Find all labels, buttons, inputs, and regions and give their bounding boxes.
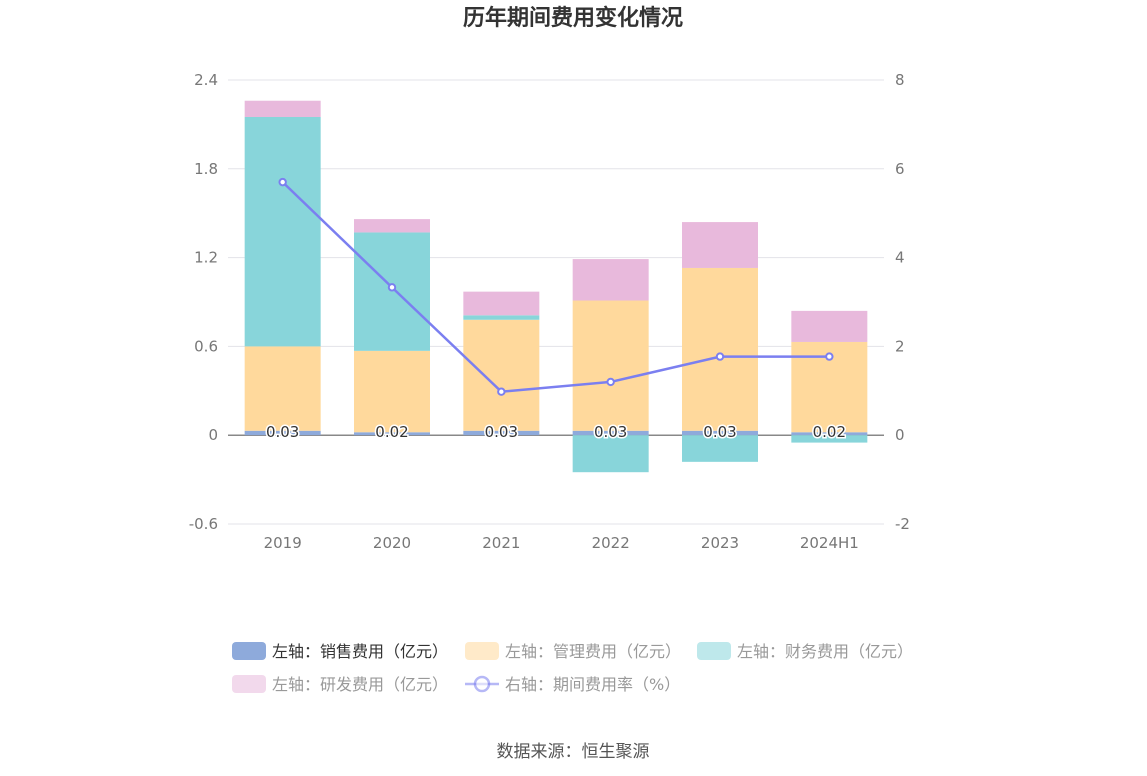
left-tick-label: 0.6 xyxy=(194,337,218,355)
legend[interactable]: 左轴：销售费用（亿元） 左轴：管理费用（亿元） 左轴：财务费用（亿元） 左轴：研发费用… xyxy=(232,642,913,694)
sales-data-label: 0.02 xyxy=(375,423,408,441)
sales-data-label: 0.02 xyxy=(813,423,846,441)
bar-segment-series-3[interactable] xyxy=(682,222,758,268)
bars xyxy=(244,100,868,473)
legend-item-series-2[interactable]: 左轴：财务费用（亿元） xyxy=(697,642,913,661)
legend-item-series-3[interactable]: 左轴：研发费用（亿元） xyxy=(232,675,448,694)
bar-segment-series-0[interactable] xyxy=(354,432,430,436)
legend-label: 左轴：管理费用（亿元） xyxy=(505,642,681,661)
chart-title: 历年期间费用变化情况 xyxy=(463,5,683,31)
bar-segment-series-1[interactable] xyxy=(463,319,540,431)
bar-segment-series-1[interactable] xyxy=(354,350,430,433)
left-tick-label: -0.6 xyxy=(189,515,218,533)
right-tick-label: 0 xyxy=(895,426,905,444)
sales-data-label: 0.03 xyxy=(485,423,518,441)
rate-line xyxy=(278,177,834,396)
category-label: 2024H1 xyxy=(800,534,859,552)
left-tick-label: 0 xyxy=(208,426,218,444)
legend-item-series-1[interactable]: 左轴：管理费用（亿元） xyxy=(465,642,681,661)
category-label: 2019 xyxy=(264,534,302,552)
bar-segment-series-0[interactable] xyxy=(791,432,868,436)
bar-segment-series-3[interactable] xyxy=(244,100,321,117)
rate-point[interactable] xyxy=(825,352,834,361)
left-tick-label: 2.4 xyxy=(194,71,218,89)
bar-segment-series-3[interactable] xyxy=(463,291,540,316)
right-tick-label: 2 xyxy=(895,337,905,355)
rate-point[interactable] xyxy=(387,283,397,292)
rate-point[interactable] xyxy=(606,377,615,387)
legend-swatch xyxy=(697,642,731,660)
right-tick-label: 6 xyxy=(895,160,905,178)
data-labels: 0.03 0.02 0.03 0.03 0.03 0.02 xyxy=(264,422,847,443)
legend-label: 左轴：研发费用（亿元） xyxy=(272,675,448,694)
legend-item-series-0[interactable]: 左轴：销售费用（亿元） xyxy=(232,642,448,661)
bar-segment-series-1[interactable] xyxy=(682,267,758,431)
rate-point[interactable] xyxy=(715,352,725,361)
bar-segment-series-1[interactable] xyxy=(572,300,649,431)
bar-segment-series-2[interactable] xyxy=(682,435,758,462)
legend-label: 左轴：财务费用（亿元） xyxy=(737,642,913,661)
bar-segment-series-2[interactable] xyxy=(791,435,868,443)
legend-swatch xyxy=(232,675,266,693)
bar-segment-series-0[interactable] xyxy=(244,430,321,436)
bar-segment-series-2[interactable] xyxy=(354,232,430,351)
legend-label: 右轴：期间费用率（%） xyxy=(505,675,680,694)
bar-segment-series-2[interactable] xyxy=(244,117,321,347)
right-tick-label: 8 xyxy=(895,71,905,89)
sales-data-label: 0.03 xyxy=(594,423,627,441)
bar-segment-series-3[interactable] xyxy=(791,310,868,342)
legend-item-series-4[interactable]: 右轴：期间费用率（%） xyxy=(465,675,680,694)
rate-line-path xyxy=(281,181,830,393)
source-note: 数据来源：恒生聚源 xyxy=(497,742,650,762)
rate-point[interactable] xyxy=(497,387,506,396)
legend-swatch xyxy=(465,642,499,660)
sales-data-label: 0.03 xyxy=(266,423,299,441)
bar-segment-series-3[interactable] xyxy=(354,219,430,233)
right-tick-label: -2 xyxy=(895,515,910,533)
bar-segment-series-0[interactable] xyxy=(463,430,540,436)
category-label: 2023 xyxy=(701,534,739,552)
legend-marker xyxy=(473,675,491,693)
legend-swatch xyxy=(232,642,266,660)
category-label: 2020 xyxy=(373,534,411,552)
left-tick-label: 1.8 xyxy=(194,160,218,178)
legend-label: 左轴：销售费用（亿元） xyxy=(272,642,448,661)
category-label: 2022 xyxy=(592,534,630,552)
axis-labels: -0.6 0 0.6 1.2 1.8 2.4 -2 0 2 4 6 8 2019 2020 2021 2022… xyxy=(189,71,910,552)
grid xyxy=(228,79,884,525)
bar-segment-series-1[interactable] xyxy=(244,346,321,431)
rate-point[interactable] xyxy=(278,177,287,187)
bar-segment-series-0[interactable] xyxy=(572,430,649,436)
category-label: 2021 xyxy=(482,534,520,552)
right-tick-label: 4 xyxy=(895,249,905,267)
left-tick-label: 1.2 xyxy=(194,249,218,267)
bar-segment-series-0[interactable] xyxy=(682,430,758,436)
bar-segment-series-2[interactable] xyxy=(572,435,649,473)
bar-segment-series-3[interactable] xyxy=(572,259,649,301)
sales-data-label: 0.03 xyxy=(703,423,736,441)
bar-segment-series-2[interactable] xyxy=(463,315,540,320)
